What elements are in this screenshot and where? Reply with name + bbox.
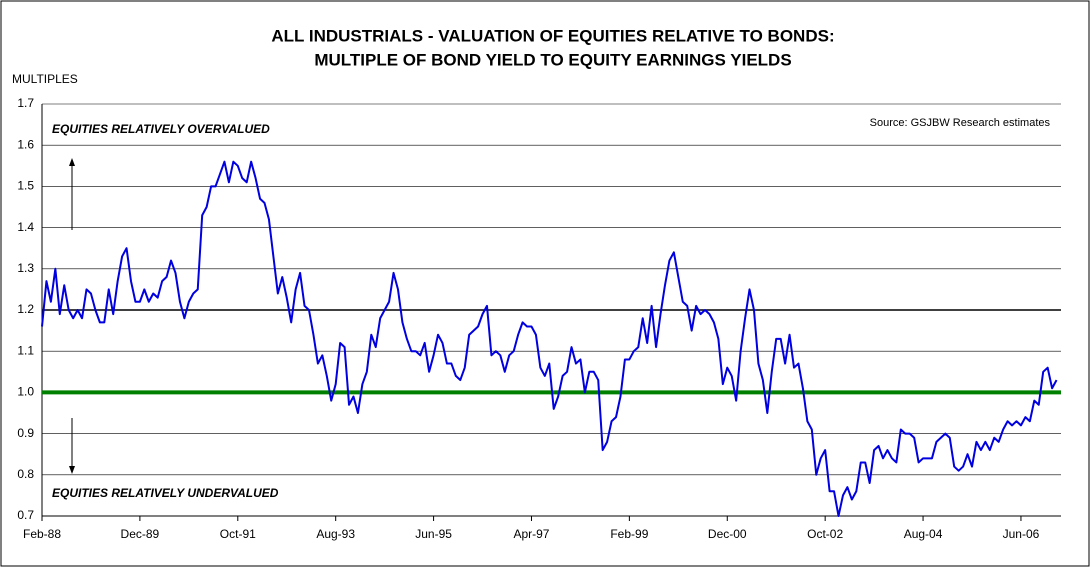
x-tick-label: Feb-99: [610, 527, 648, 541]
x-tick-label: Aug-93: [316, 527, 355, 541]
x-tick-label: Feb-88: [23, 527, 61, 541]
y-tick-label: 1.5: [17, 179, 34, 193]
x-tick-label: Apr-97: [513, 527, 549, 541]
arrow-up: [69, 158, 75, 230]
y-axis-label: MULTIPLES: [12, 72, 78, 86]
x-tick-label: Jun-95: [415, 527, 452, 541]
plot-area: 0.7 0.8 0.9 1.0 1.1 1.2 1.3 1.4 1.5 1.6 1.7 Feb-88 D…: [17, 96, 1061, 541]
x-tick-label: Dec-89: [121, 527, 160, 541]
y-tick-label: 0.8: [17, 467, 34, 481]
x-tick-label: Oct-91: [220, 527, 256, 541]
annotation: EQUITIES RELATIVELY UNDERVALUED: [52, 486, 279, 500]
y-tick-label: 1.3: [17, 261, 34, 275]
y-tick-label: 0.9: [17, 426, 34, 440]
y-tick-label: 1.2: [17, 302, 34, 316]
chart-title: ALL INDUSTRIALS - VALUATION OF EQUITIES …: [271, 26, 834, 45]
x-tick-label: Oct-02: [807, 527, 843, 541]
x-tick-label: Dec-00: [708, 527, 747, 541]
y-tick-label: 1.7: [17, 96, 34, 110]
data-line: [41, 160, 1058, 517]
chart-title: MULTIPLE OF BOND YIELD TO EQUITY EARNING…: [314, 50, 791, 69]
y-tick-label: 1.1: [17, 343, 34, 357]
y-tick-label: 1.0: [17, 385, 34, 399]
annotation: Source: GSJBW Research estimates: [870, 117, 1051, 129]
y-tick-label: 1.6: [17, 137, 34, 151]
x-tick-label: Aug-04: [904, 527, 943, 541]
y-tick-label: 0.7: [17, 508, 34, 522]
arrow-down: [69, 418, 75, 474]
x-tick-label: Jun-06: [1003, 527, 1040, 541]
y-tick-label: 1.4: [17, 220, 34, 234]
annotation: EQUITIES RELATIVELY OVERVALUED: [52, 122, 270, 136]
